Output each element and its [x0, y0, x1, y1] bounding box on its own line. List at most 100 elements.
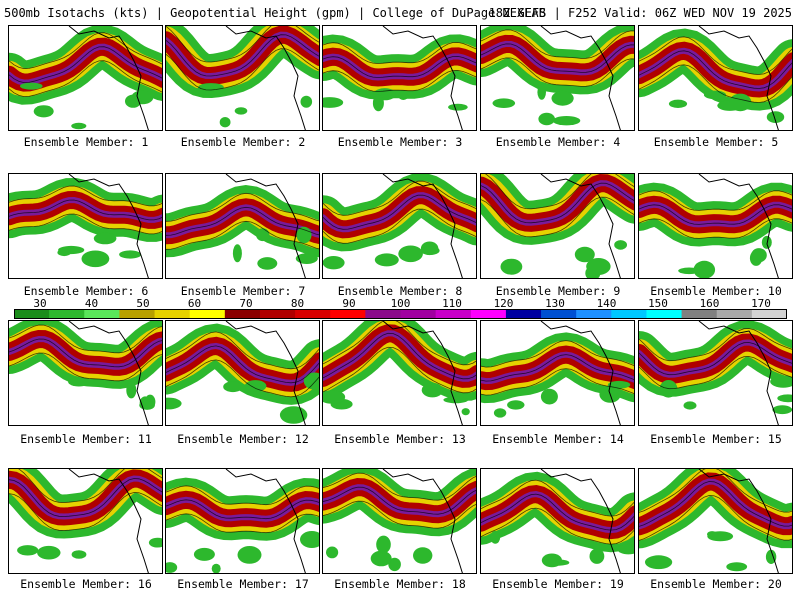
height-contour [639, 50, 792, 89]
wind-patch [683, 401, 697, 410]
wind-patch [126, 381, 137, 399]
wind-patch [589, 548, 605, 564]
height-contour [481, 182, 634, 224]
colorbar-segment [435, 309, 472, 319]
height-contour [166, 331, 319, 370]
coastline [382, 174, 463, 278]
height-contour [9, 32, 162, 70]
height-contour [639, 218, 792, 239]
height-contour [166, 206, 319, 236]
isotach-map [9, 26, 162, 130]
height-contour [323, 346, 476, 394]
ensemble-member-label: Ensemble Member: 19 [492, 577, 624, 591]
height-contour [166, 499, 319, 520]
wind-patch [500, 258, 523, 275]
ensemble-member-label: Ensemble Member: 6 [23, 284, 149, 298]
isotach-map [639, 26, 792, 130]
colorbar-tick-label: 140 [596, 297, 617, 310]
coastline [382, 321, 463, 425]
colorbar-segment [224, 309, 261, 319]
wind-patch [57, 248, 71, 257]
wind-patch [707, 531, 734, 542]
colorbar-tick-label: 170 [751, 297, 771, 310]
coastline [225, 321, 306, 425]
wind-patch [751, 248, 767, 263]
wind-patch [645, 555, 673, 570]
height-contour [639, 190, 792, 211]
height-contour [323, 180, 476, 216]
height-contour [481, 43, 634, 73]
coastline [225, 26, 306, 130]
colorbar-segment [295, 309, 331, 319]
colorbar-segment [189, 309, 226, 319]
coastline [225, 469, 306, 573]
wind-patch [703, 90, 727, 100]
header-right-title: 18Z GEFS | F252 Valid: 06Z WED NOV 19 20… [488, 6, 792, 20]
isotach-map [323, 174, 476, 278]
wind-patch [777, 394, 792, 403]
height-contour [9, 213, 162, 235]
wind-patch [244, 380, 267, 392]
ensemble-member-label: Ensemble Member: 5 [653, 135, 779, 149]
height-contour [481, 57, 634, 87]
height-contour [9, 324, 162, 354]
wind-patch [374, 253, 399, 267]
wind-patch [223, 381, 243, 393]
height-contour [481, 196, 634, 238]
wind-patch [234, 107, 248, 115]
wind-patch [766, 111, 785, 123]
height-contour [9, 338, 162, 368]
wind-patch [537, 84, 546, 100]
height-contour [9, 478, 162, 517]
coastline [698, 26, 779, 130]
coastline [698, 469, 779, 573]
ensemble-member-map [8, 173, 163, 279]
wind-patch [211, 563, 221, 573]
colorbar-tick-label: 160 [699, 297, 720, 310]
isotach-map [9, 321, 162, 425]
wind-patch [420, 246, 440, 255]
height-contour [639, 342, 792, 376]
ensemble-member-map [8, 468, 163, 574]
wind-patch [193, 547, 215, 561]
colorbar-tick-label: 70 [239, 297, 253, 310]
height-contour [323, 194, 476, 230]
wind-patch [376, 535, 391, 554]
height-contour [639, 469, 792, 513]
height-contour [481, 340, 634, 368]
colorbar-tick-label: 60 [187, 297, 202, 310]
wind-patch [372, 94, 384, 112]
isotach-map [323, 26, 476, 130]
ensemble-member-label: Ensemble Member: 7 [180, 284, 306, 298]
wind-patch [37, 545, 61, 560]
wind-patch [398, 91, 409, 101]
colorbar-tick-label: 30 [33, 297, 47, 310]
coastline [68, 26, 149, 130]
coastline [68, 469, 149, 573]
ensemble-member-label: Ensemble Member: 2 [180, 135, 306, 149]
ensemble-member-map [638, 25, 793, 131]
colorbar-tick-label: 100 [390, 297, 411, 310]
colorbar-segment [681, 309, 718, 319]
colorbar-segment [259, 309, 296, 319]
height-contour [481, 354, 634, 382]
wind-patch [490, 530, 501, 544]
ensemble-member-map [165, 320, 320, 426]
wind-patch [492, 98, 516, 108]
wind-patch [370, 550, 392, 567]
coastline [68, 174, 149, 278]
colorbar-tick-label: 40 [84, 297, 99, 310]
ensemble-member-map [480, 173, 635, 279]
ensemble-member-map [638, 173, 793, 279]
wind-patch [729, 93, 752, 112]
ensemble-member-label: Ensemble Member: 20 [650, 577, 782, 591]
colorbar-tick-label: 120 [493, 297, 514, 310]
wind-patch [68, 377, 90, 387]
ensemble-member-label: Ensemble Member: 14 [492, 432, 624, 446]
height-contour [166, 345, 319, 384]
wind-patch [761, 235, 772, 249]
height-contour [323, 486, 476, 515]
coastline [540, 26, 621, 130]
wind-patch [232, 244, 242, 263]
wind-patch [552, 116, 581, 126]
